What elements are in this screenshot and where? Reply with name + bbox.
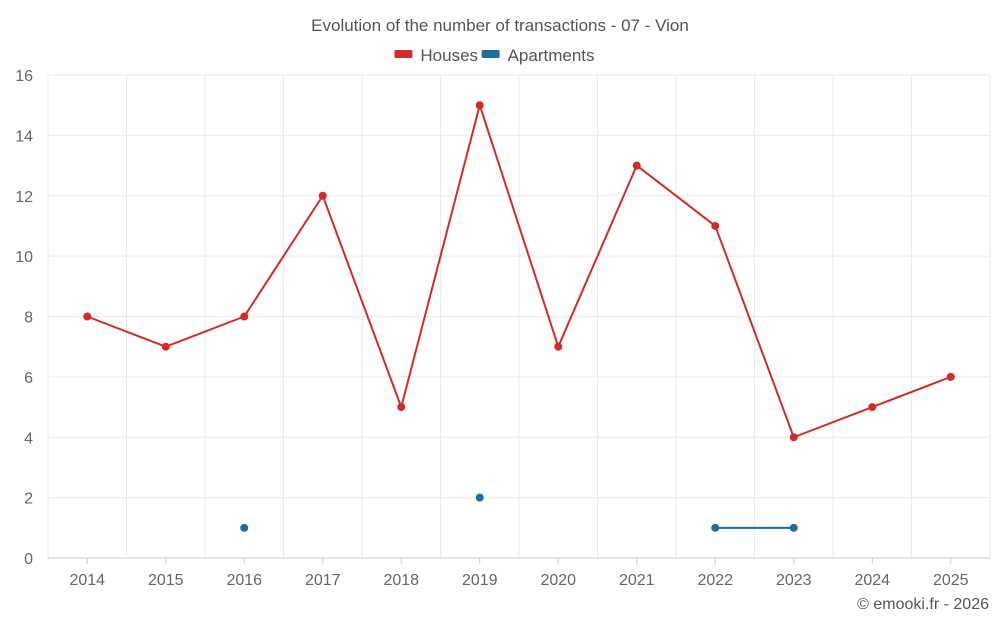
x-tick-label: 2014 [69, 572, 105, 589]
x-tick-label: 2015 [148, 572, 184, 589]
legend-label: Apartments [508, 46, 595, 65]
y-tick-label: 6 [24, 370, 33, 387]
legend-item-houses: Houses [394, 46, 478, 65]
x-tick-label: 2016 [226, 572, 262, 589]
legend-item-apartments: Apartments [481, 46, 595, 65]
x-tick-label: 2025 [933, 572, 969, 589]
data-point-houses [711, 221, 720, 230]
legend-swatch [481, 50, 500, 58]
data-point-apartments [789, 523, 798, 532]
data-point-houses [868, 403, 877, 412]
y-axis: 0 2 4 6 8 10 12 14 16 [15, 68, 33, 568]
data-point-houses [632, 161, 641, 170]
data-point-houses [318, 191, 327, 200]
legend-swatch [394, 50, 413, 58]
data-point-houses [475, 101, 484, 110]
data-point-houses [554, 342, 563, 351]
series [83, 101, 955, 532]
series-houses [83, 101, 955, 442]
series-line-houses [86, 104, 952, 439]
data-point-houses [397, 403, 406, 412]
series-apartments [240, 493, 798, 532]
x-axis: 2014 2015 2016 2017 2018 2019 2020 2021 2022 2023… [69, 558, 969, 589]
y-tick-label: 14 [15, 128, 33, 145]
data-point-houses [946, 372, 955, 381]
data-point-apartments [475, 493, 484, 502]
y-tick-label: 0 [24, 551, 33, 568]
y-tick-label: 2 [24, 491, 33, 508]
x-tick-label: 2023 [776, 572, 812, 589]
data-point-houses [789, 433, 798, 442]
legend: Houses Apartments [394, 46, 595, 65]
y-tick-label: 10 [15, 249, 33, 266]
x-tick-label: 2019 [462, 572, 498, 589]
data-point-apartments [711, 523, 720, 532]
gridlines [47, 74, 991, 559]
y-tick-label: 8 [24, 310, 33, 327]
x-tick-label: 2020 [540, 572, 576, 589]
legend-label: Houses [420, 46, 478, 65]
data-point-apartments [240, 523, 249, 532]
x-tick-label: 2021 [619, 572, 655, 589]
x-tick-label: 2022 [697, 572, 733, 589]
x-tick-label: 2017 [305, 572, 341, 589]
y-tick-label: 12 [15, 189, 33, 206]
data-point-houses [240, 312, 249, 321]
chart-title: Evolution of the number of transactions … [311, 16, 689, 35]
y-tick-label: 4 [24, 430, 33, 447]
x-tick-label: 2024 [854, 572, 890, 589]
credit-label: © emooki.fr - 2026 [857, 596, 989, 613]
x-tick-label: 2018 [383, 572, 419, 589]
data-point-houses [83, 312, 92, 321]
y-tick-label: 16 [15, 68, 33, 85]
data-point-houses [161, 342, 170, 351]
